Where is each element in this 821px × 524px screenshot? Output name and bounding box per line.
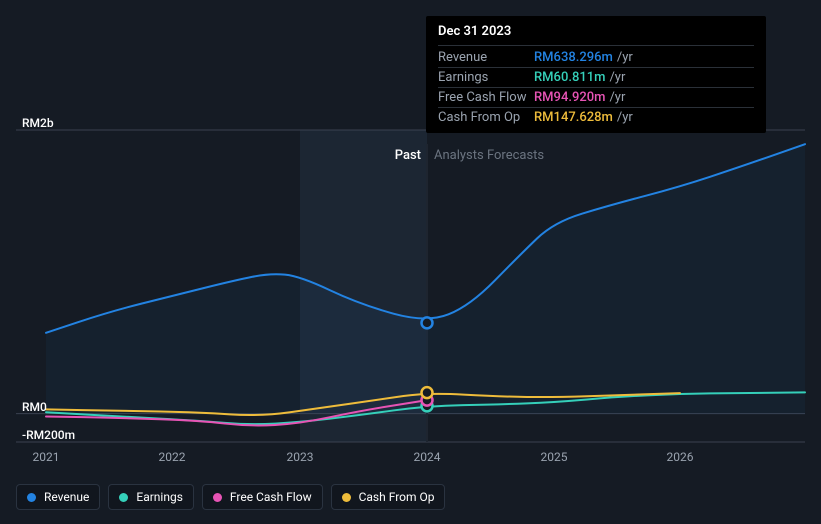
legend-item-label: Revenue: [44, 490, 89, 504]
x-axis-label: 2026: [667, 450, 694, 464]
tooltip-row-label: Free Cash Flow: [438, 90, 534, 105]
tooltip-row: Free Cash FlowRM94.920m/yr: [438, 88, 754, 108]
x-axis-label: 2024: [414, 450, 441, 464]
tooltip-row-unit: /yr: [617, 110, 633, 125]
tooltip-row-value: RM638.296m: [534, 50, 613, 65]
x-axis-label: 2021: [33, 450, 60, 464]
tooltip-title: Dec 31 2023: [438, 24, 754, 46]
tooltip-row-unit: /yr: [617, 50, 633, 65]
tooltip-row-value: RM147.628m: [534, 110, 613, 125]
legend: Revenue Earnings Free Cash Flow Cash From O…: [16, 484, 445, 510]
x-axis-label: 2023: [287, 450, 314, 464]
legend-item-label: Earnings: [136, 490, 183, 504]
legend-item-free-cash-flow[interactable]: Free Cash Flow: [202, 484, 323, 510]
tooltip-row: EarningsRM60.811m/yr: [438, 68, 754, 88]
x-axis-label: 2022: [159, 450, 186, 464]
x-axis-label: 2025: [541, 450, 568, 464]
y-axis-label: RM0: [22, 400, 47, 414]
past-section-label: Past: [395, 148, 421, 163]
y-axis-label: RM2b: [22, 116, 54, 130]
tooltip-row-value: RM94.920m: [534, 90, 605, 105]
tooltip-row: RevenueRM638.296m/yr: [438, 48, 754, 68]
revenue-dot-icon: [27, 493, 36, 502]
earnings-dot-icon: [119, 493, 128, 502]
legend-item-label: Cash From Op: [359, 490, 435, 504]
y-axis-label: -RM200m: [22, 428, 75, 442]
tooltip-row-value: RM60.811m: [534, 70, 605, 85]
legend-item-label: Free Cash Flow: [230, 490, 312, 504]
forecast-section-label: Analysts Forecasts: [434, 148, 544, 163]
tooltip-row: Cash From OpRM147.628m/yr: [438, 108, 754, 127]
tooltip-row-label: Earnings: [438, 70, 534, 85]
free-cash-flow-dot-icon: [213, 493, 222, 502]
chart-container: RM2bRM0-RM200m 202120222023202420252026 …: [0, 0, 821, 524]
cash-from-op-dot-icon: [342, 493, 351, 502]
legend-item-revenue[interactable]: Revenue: [16, 484, 100, 510]
tooltip-row-unit: /yr: [609, 70, 625, 85]
legend-item-earnings[interactable]: Earnings: [108, 484, 194, 510]
tooltip-row-unit: /yr: [609, 90, 625, 105]
legend-item-cash-from-op[interactable]: Cash From Op: [331, 484, 446, 510]
tooltip-row-label: Cash From Op: [438, 110, 534, 125]
tooltip-row-label: Revenue: [438, 50, 534, 65]
chart-tooltip: Dec 31 2023 RevenueRM638.296m/yrEarnings…: [426, 16, 766, 133]
